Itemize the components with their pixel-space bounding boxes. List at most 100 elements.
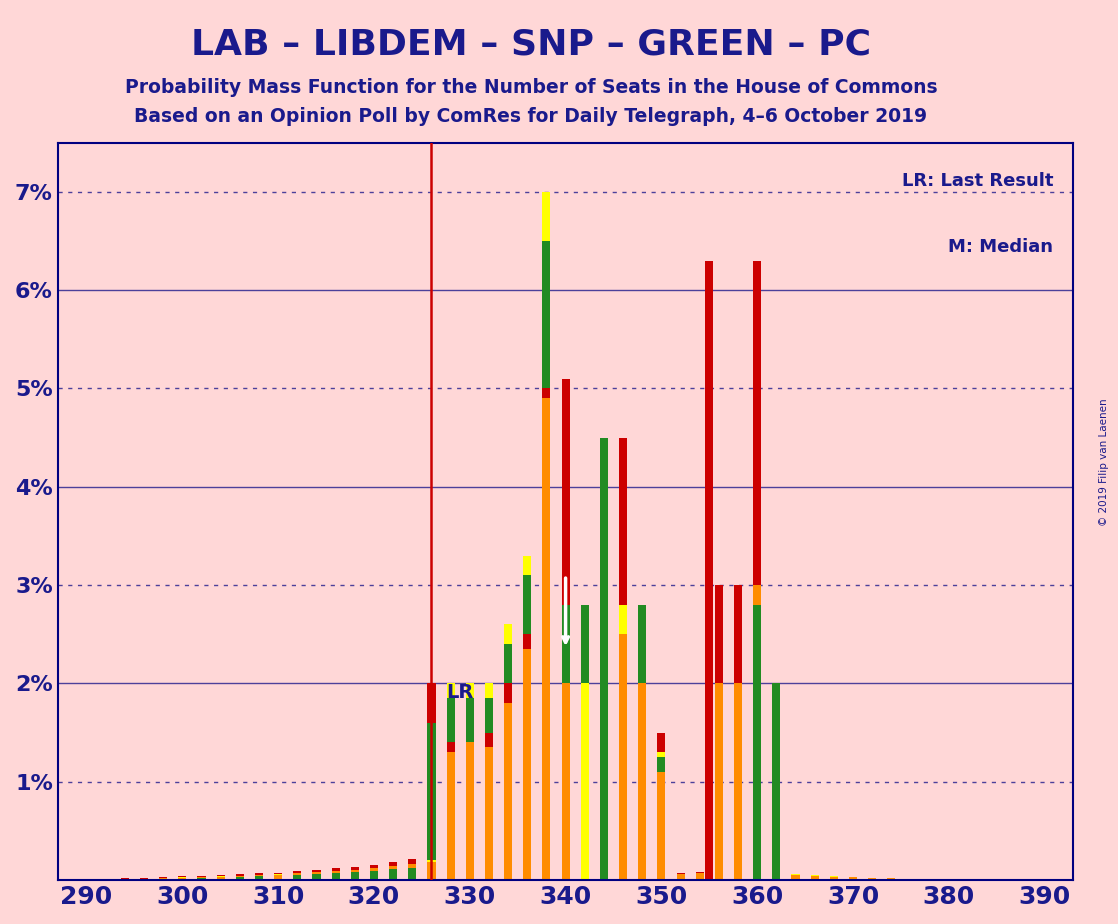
- Bar: [255, 875, 263, 881]
- Bar: [255, 876, 263, 881]
- Bar: [811, 876, 818, 881]
- Bar: [198, 877, 206, 881]
- Bar: [849, 877, 858, 881]
- Bar: [427, 723, 436, 881]
- Bar: [159, 878, 168, 881]
- Bar: [888, 878, 896, 881]
- Bar: [102, 879, 110, 881]
- Bar: [485, 733, 493, 881]
- Bar: [735, 684, 742, 881]
- Bar: [888, 878, 896, 881]
- Bar: [561, 605, 570, 881]
- Bar: [293, 871, 302, 881]
- Bar: [446, 752, 455, 881]
- Bar: [773, 684, 780, 881]
- Bar: [312, 872, 321, 881]
- Bar: [370, 866, 378, 881]
- Bar: [274, 873, 282, 881]
- Bar: [1041, 879, 1049, 881]
- Bar: [714, 684, 723, 881]
- Bar: [236, 876, 244, 881]
- Bar: [1041, 879, 1049, 881]
- Bar: [312, 874, 321, 881]
- Bar: [351, 870, 359, 881]
- Bar: [198, 876, 206, 881]
- Bar: [695, 873, 704, 881]
- Bar: [714, 585, 723, 881]
- Bar: [504, 644, 512, 881]
- Bar: [523, 555, 531, 881]
- Bar: [561, 605, 570, 881]
- Bar: [485, 748, 493, 881]
- Bar: [427, 862, 436, 881]
- Bar: [140, 879, 148, 881]
- Bar: [83, 879, 91, 881]
- Bar: [121, 879, 129, 881]
- Bar: [907, 879, 915, 881]
- Bar: [754, 261, 761, 881]
- Bar: [830, 876, 838, 881]
- Text: LAB – LIBDEM – SNP – GREEN – PC: LAB – LIBDEM – SNP – GREEN – PC: [191, 28, 871, 62]
- Bar: [926, 879, 934, 881]
- Bar: [638, 684, 646, 881]
- Bar: [714, 684, 723, 881]
- Bar: [1003, 879, 1011, 881]
- Bar: [274, 875, 282, 881]
- Bar: [983, 879, 992, 881]
- Bar: [159, 878, 168, 881]
- Bar: [408, 859, 416, 881]
- Bar: [561, 379, 570, 881]
- Bar: [580, 684, 589, 881]
- Bar: [255, 875, 263, 881]
- Bar: [600, 438, 608, 881]
- Bar: [446, 699, 455, 881]
- Bar: [370, 871, 378, 881]
- Bar: [466, 684, 474, 881]
- Bar: [408, 869, 416, 881]
- Bar: [869, 878, 877, 881]
- Bar: [466, 743, 474, 881]
- Bar: [849, 877, 858, 881]
- Bar: [830, 877, 838, 881]
- Text: Based on an Opinion Poll by ComRes for Daily Telegraph, 4–6 October 2019: Based on an Opinion Poll by ComRes for D…: [134, 107, 928, 127]
- Bar: [676, 873, 684, 881]
- Bar: [926, 879, 934, 881]
- Bar: [695, 872, 704, 881]
- Bar: [907, 879, 915, 881]
- Bar: [236, 876, 244, 881]
- Bar: [332, 871, 340, 881]
- Bar: [714, 684, 723, 881]
- Bar: [983, 879, 992, 881]
- Bar: [140, 878, 148, 881]
- Bar: [638, 684, 646, 881]
- Bar: [964, 879, 973, 881]
- Bar: [1003, 879, 1011, 881]
- Bar: [705, 261, 713, 881]
- Bar: [830, 877, 838, 881]
- Bar: [695, 872, 704, 881]
- Bar: [792, 875, 799, 881]
- Bar: [83, 879, 91, 881]
- Bar: [408, 865, 416, 881]
- Bar: [274, 875, 282, 881]
- Bar: [1041, 879, 1049, 881]
- Bar: [217, 877, 225, 881]
- Bar: [542, 398, 550, 881]
- Bar: [389, 862, 397, 881]
- Bar: [217, 875, 225, 881]
- Bar: [370, 869, 378, 881]
- Bar: [964, 879, 973, 881]
- Bar: [140, 878, 148, 881]
- Bar: [178, 878, 187, 881]
- Bar: [1003, 879, 1011, 881]
- Bar: [83, 879, 91, 881]
- Bar: [907, 879, 915, 881]
- Bar: [619, 634, 627, 881]
- Bar: [102, 879, 110, 881]
- Bar: [293, 875, 302, 881]
- Bar: [159, 877, 168, 881]
- Bar: [351, 868, 359, 881]
- Bar: [773, 684, 780, 881]
- Bar: [504, 625, 512, 881]
- Text: Probability Mass Function for the Number of Seats in the House of Commons: Probability Mass Function for the Number…: [125, 78, 937, 97]
